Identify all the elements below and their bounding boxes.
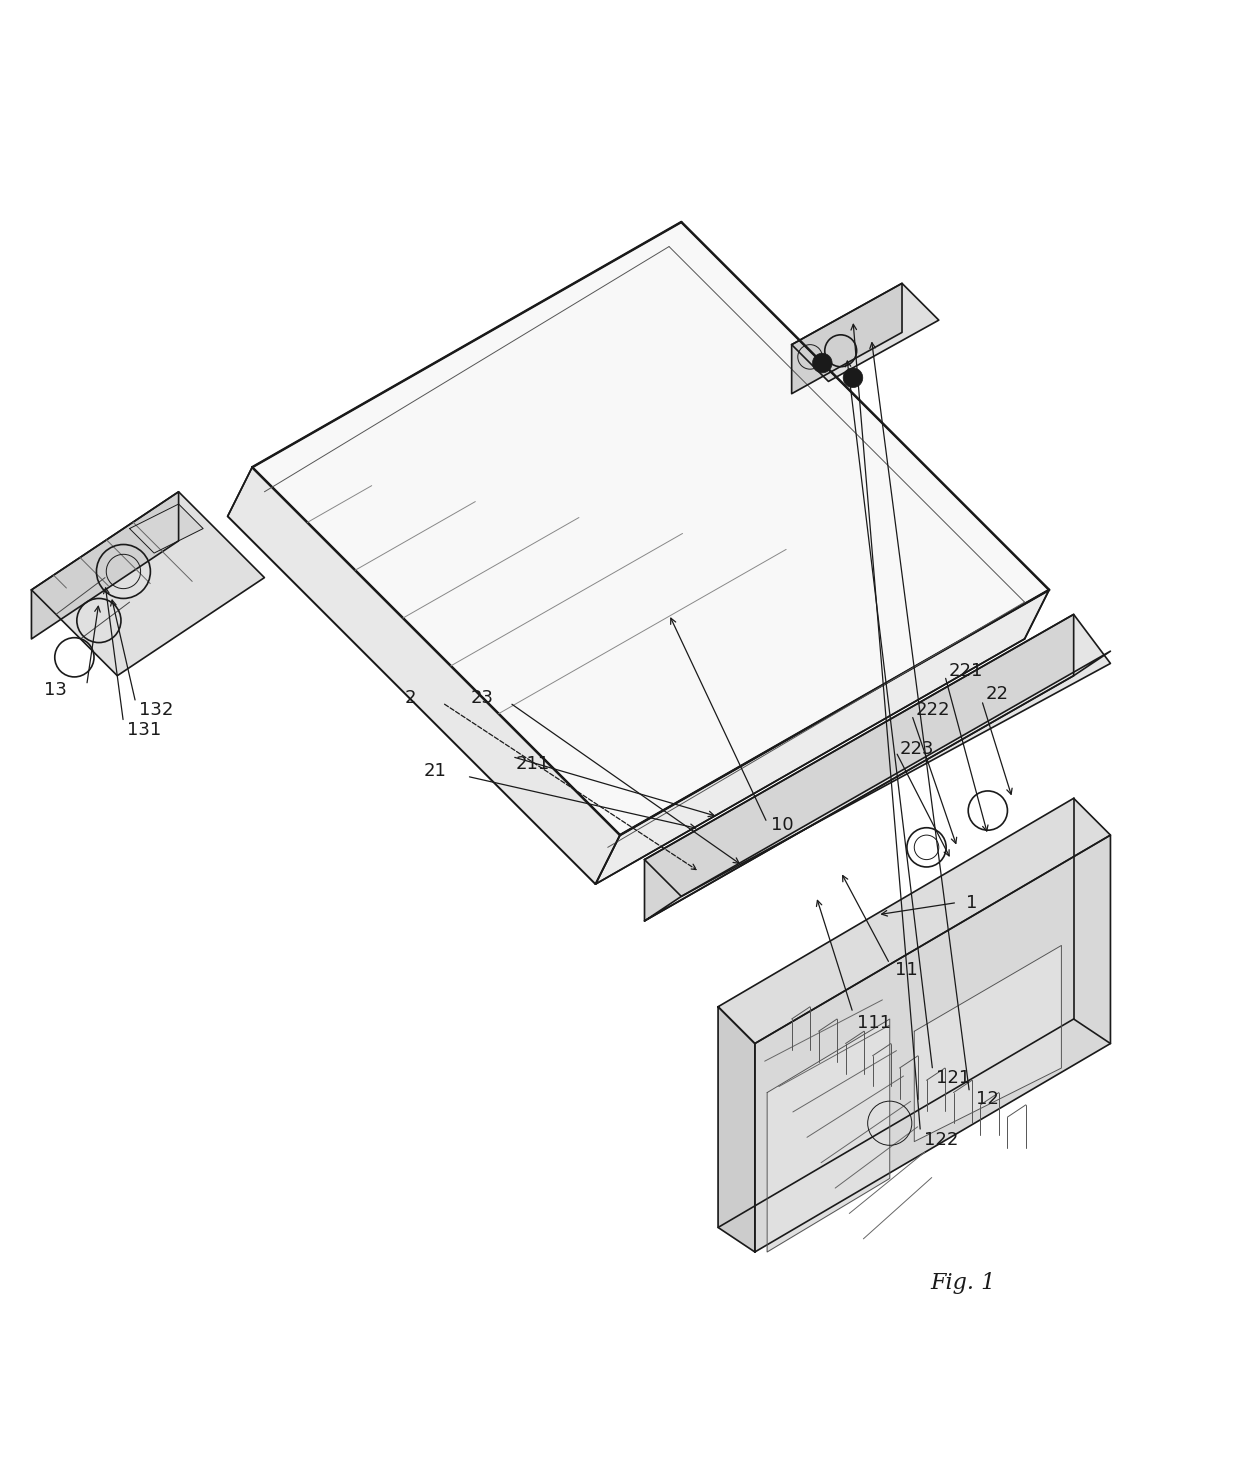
Text: 211: 211	[516, 755, 551, 772]
Polygon shape	[768, 1019, 890, 1251]
Polygon shape	[645, 652, 1111, 921]
Polygon shape	[228, 467, 620, 884]
Polygon shape	[31, 492, 264, 675]
Text: 222: 222	[915, 702, 950, 719]
Polygon shape	[31, 492, 179, 638]
Polygon shape	[718, 799, 1111, 1044]
Polygon shape	[645, 615, 1074, 921]
Text: 131: 131	[128, 721, 161, 738]
Text: 13: 13	[43, 681, 67, 699]
Text: 1: 1	[966, 893, 977, 911]
Text: Fig. 1: Fig. 1	[931, 1272, 996, 1294]
Polygon shape	[791, 283, 901, 394]
Circle shape	[812, 354, 832, 373]
Text: 122: 122	[924, 1132, 959, 1150]
Polygon shape	[718, 1007, 755, 1251]
Text: 11: 11	[894, 961, 918, 979]
Polygon shape	[645, 615, 1111, 896]
Text: 2: 2	[404, 688, 415, 706]
Polygon shape	[595, 590, 1049, 884]
Text: 21: 21	[424, 762, 446, 780]
Polygon shape	[252, 223, 1049, 836]
Polygon shape	[755, 836, 1111, 1251]
Text: 111: 111	[857, 1014, 890, 1032]
Text: 10: 10	[771, 817, 794, 834]
Text: 132: 132	[139, 702, 174, 719]
Text: 12: 12	[976, 1089, 998, 1107]
Polygon shape	[129, 504, 203, 553]
Polygon shape	[914, 945, 1061, 1142]
Text: 121: 121	[936, 1069, 971, 1086]
Text: 221: 221	[949, 662, 983, 680]
Circle shape	[843, 368, 863, 388]
Text: 23: 23	[470, 688, 494, 706]
Text: 22: 22	[986, 685, 1008, 703]
Text: 223: 223	[899, 740, 934, 758]
Polygon shape	[791, 283, 939, 382]
